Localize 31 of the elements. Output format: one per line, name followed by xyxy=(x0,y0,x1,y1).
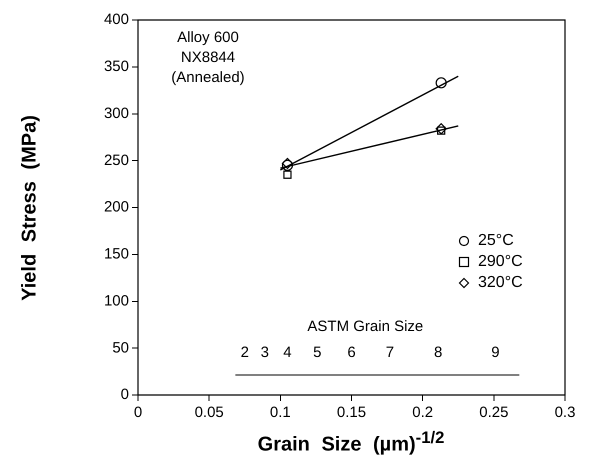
legend-label: 290°C xyxy=(478,252,523,270)
x-tick-label: 0.05 xyxy=(194,404,224,422)
x-tick-label: 0 xyxy=(134,404,142,422)
annotation: 6 xyxy=(347,344,356,362)
annotation: 2 xyxy=(240,344,249,362)
x-axis-title: Grain Size (µm)$^{-1/2}$ xyxy=(258,428,444,457)
legend-label: 25°C xyxy=(478,232,514,250)
x-tick-label: 0.1 xyxy=(270,404,291,422)
legend-label: 320°C xyxy=(478,274,523,292)
y-tick-label: 400 xyxy=(104,11,129,28)
annotation: ASTM Grain Size xyxy=(307,318,424,336)
y-tick-label: 0 xyxy=(120,386,129,404)
x-tick-label: 0.25 xyxy=(479,404,508,422)
y-tick-label: 200 xyxy=(104,198,129,216)
annotation: 4 xyxy=(283,344,292,362)
y-tick-label: 150 xyxy=(104,246,129,263)
x-tick-label: 0.15 xyxy=(336,404,366,422)
annotation: 9 xyxy=(491,344,500,362)
x-tick-label: 0.2 xyxy=(412,404,434,422)
y-tick-label: 250 xyxy=(104,152,129,169)
annotation: Alloy 600 NX8844 (Annealed) xyxy=(170,28,246,88)
y-tick-label: 50 xyxy=(112,339,129,356)
y-axis-title: Yield Stress (MPa) xyxy=(18,115,42,301)
x-tick-label: 0.3 xyxy=(554,404,576,422)
annotation: 8 xyxy=(434,344,442,362)
annotation: 7 xyxy=(386,344,394,362)
y-tick-label: 100 xyxy=(104,292,129,310)
annotation: 5 xyxy=(313,344,322,362)
y-tick-label: 350 xyxy=(104,58,129,76)
y-tick-label: 300 xyxy=(104,104,129,122)
annotation: 3 xyxy=(260,344,269,362)
